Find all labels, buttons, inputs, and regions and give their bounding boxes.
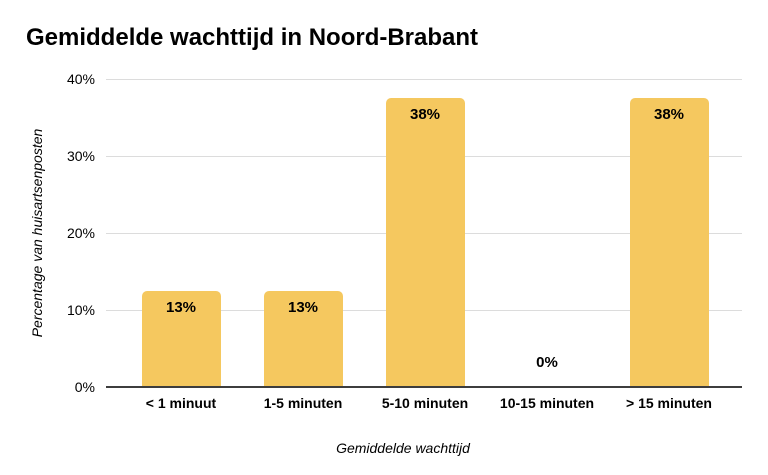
y-tick-label: 10% bbox=[66, 302, 95, 318]
x-tick-label: 1-5 minuten bbox=[263, 395, 343, 411]
bar-slot: 13% bbox=[120, 79, 242, 387]
y-tick-label: 40% bbox=[66, 71, 95, 87]
x-tick-label: > 15 minuten bbox=[626, 395, 712, 411]
plot-area: 13% 13% 38% 0% 38% bbox=[106, 78, 742, 388]
bar-slot: 38% bbox=[364, 79, 486, 387]
bar bbox=[263, 290, 343, 387]
bar bbox=[385, 98, 465, 387]
y-tick-label: 30% bbox=[66, 148, 95, 164]
bar-value-label: 13% bbox=[287, 298, 319, 316]
y-tick-label: 0% bbox=[74, 379, 95, 395]
bar-slot: 13% bbox=[242, 79, 364, 387]
bar-value-label: 13% bbox=[165, 298, 197, 316]
bar-slot: 38% bbox=[608, 79, 730, 387]
bar-value-label: 38% bbox=[653, 106, 685, 124]
x-tick-label: 5-10 minuten bbox=[381, 395, 469, 411]
bars-group: 13% 13% 38% 0% 38% bbox=[120, 79, 730, 387]
bar-value-label: 38% bbox=[409, 106, 441, 124]
gridline bbox=[106, 78, 742, 80]
x-axis-line bbox=[106, 386, 742, 388]
x-axis-title: Gemiddelde wachttijd bbox=[336, 440, 470, 456]
bar bbox=[629, 98, 709, 387]
bar-value-label: 0% bbox=[536, 354, 558, 371]
bar bbox=[141, 290, 221, 387]
x-tick-label: 10-15 minuten bbox=[499, 395, 595, 411]
chart-title: Gemiddelde wachttijd in Noord-Brabant bbox=[26, 24, 479, 51]
bar-slot: 0% bbox=[486, 79, 608, 387]
x-tick-label: < 1 minuut bbox=[145, 395, 217, 411]
x-axis-tick-labels: < 1 minuut 1-5 minuten 5-10 minuten 10-15 m… bbox=[120, 395, 730, 411]
y-tick-label: 20% bbox=[66, 225, 95, 241]
y-axis-tick-labels: 0% 10% 20% 30% 40% bbox=[0, 71, 95, 395]
